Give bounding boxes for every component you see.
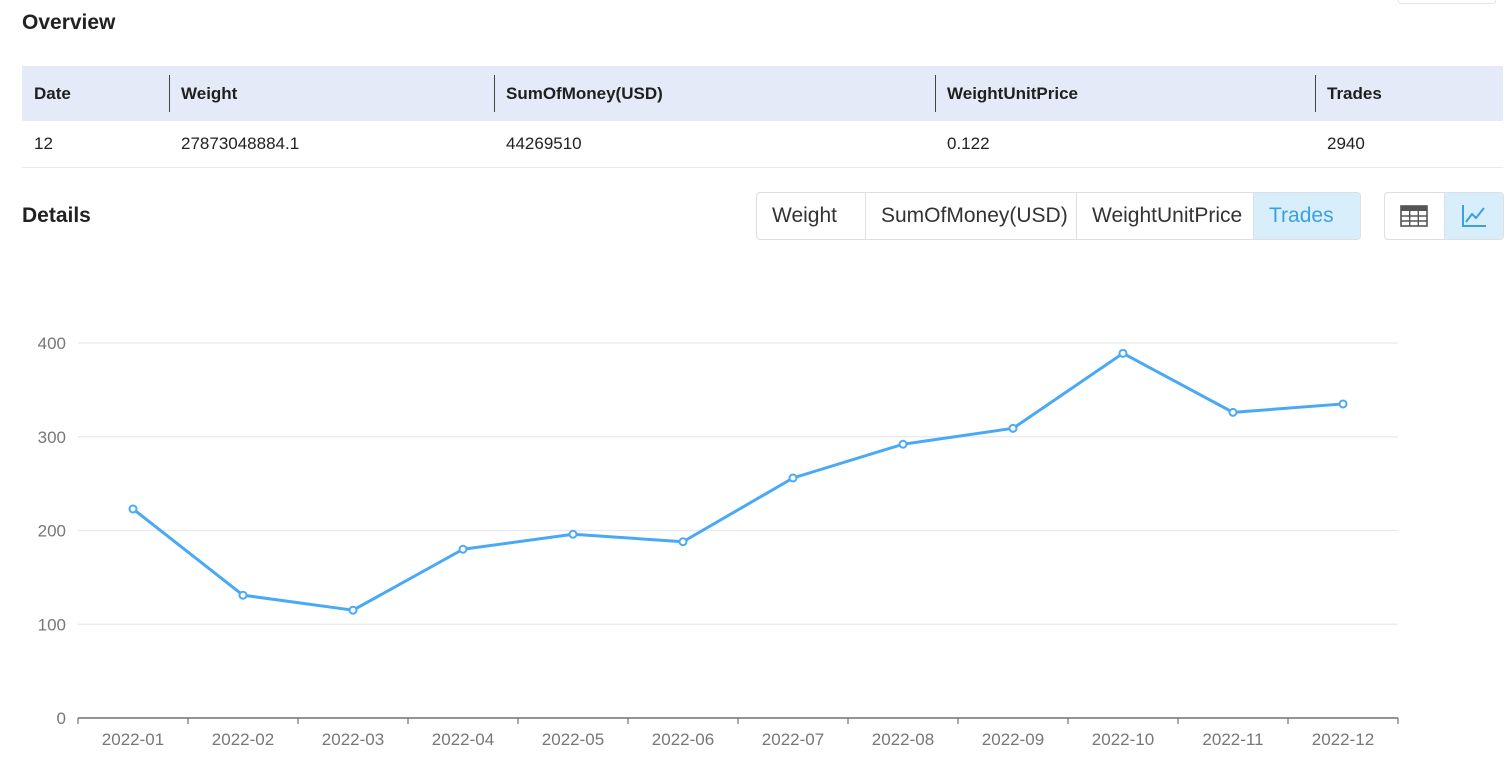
table-row: 12 27873048884.1 44269510 0.122 2940: [22, 121, 1503, 168]
y-tick-label: 200: [38, 522, 66, 541]
overview-header-row: Date Weight SumOfMoney(USD) WeightUnitPr…: [22, 66, 1503, 121]
column-header-sum-of-money: SumOfMoney(USD): [494, 66, 935, 121]
data-point: [238, 590, 248, 600]
data-point: [568, 529, 578, 539]
x-tick-label: 2022-04: [432, 730, 494, 749]
column-header-weight-unit-price: WeightUnitPrice: [935, 66, 1315, 121]
x-tick-label: 2022-05: [542, 730, 604, 749]
data-point: [1338, 399, 1348, 409]
cell-date: 12: [22, 121, 169, 168]
details-title: Details: [22, 204, 91, 227]
x-tick-label: 2022-12: [1312, 730, 1374, 749]
metric-tabs: Weight SumOfMoney(USD) WeightUnitPrice T…: [756, 192, 1361, 240]
table-icon: [1400, 205, 1429, 227]
cell-weight: 27873048884.1: [169, 121, 494, 168]
data-point: [348, 605, 358, 615]
chart-view-button[interactable]: [1443, 193, 1503, 239]
x-tick-label: 2022-08: [872, 730, 934, 749]
data-point: [898, 439, 908, 449]
corner-control: [1398, 0, 1496, 4]
column-header-weight: Weight: [169, 66, 494, 121]
cell-weight-unit-price: 0.122: [935, 121, 1315, 168]
cell-sum-of-money: 44269510: [494, 121, 935, 168]
column-header-date: Date: [22, 66, 169, 121]
y-tick-label: 0: [57, 709, 66, 728]
tab-weight-unit-price[interactable]: WeightUnitPrice: [1076, 193, 1253, 239]
data-point: [1118, 348, 1128, 358]
data-point: [128, 504, 138, 514]
cell-trades: 2940: [1315, 121, 1503, 168]
column-header-trades: Trades: [1315, 66, 1503, 121]
x-tick-label: 2022-09: [982, 730, 1044, 749]
x-tick-label: 2022-11: [1202, 730, 1263, 749]
tab-sum-of-money[interactable]: SumOfMoney(USD): [865, 193, 1076, 239]
tab-weight[interactable]: Weight: [772, 204, 837, 227]
table-view-button[interactable]: [1385, 193, 1444, 239]
overview-title: Overview: [22, 11, 116, 34]
x-tick-label: 2022-06: [652, 730, 714, 749]
data-point: [458, 544, 468, 554]
tab-trades[interactable]: Trades: [1253, 193, 1360, 239]
x-tick-label: 2022-07: [762, 730, 824, 749]
x-tick-label: 2022-10: [1092, 730, 1154, 749]
data-point: [678, 537, 688, 547]
y-tick-label: 300: [38, 428, 66, 447]
overview-table: Date Weight SumOfMoney(USD) WeightUnitPr…: [22, 66, 1503, 168]
data-point: [1008, 423, 1018, 433]
view-toggle: [1384, 192, 1504, 240]
x-tick-label: 2022-01: [102, 730, 164, 749]
y-tick-label: 400: [38, 334, 66, 353]
data-point: [1228, 407, 1238, 417]
x-tick-label: 2022-02: [212, 730, 274, 749]
y-tick-label: 100: [38, 615, 66, 634]
x-tick-label: 2022-03: [322, 730, 384, 749]
series-line: [132, 351, 1344, 612]
data-point: [788, 473, 798, 483]
line-chart-icon: [1461, 205, 1486, 227]
